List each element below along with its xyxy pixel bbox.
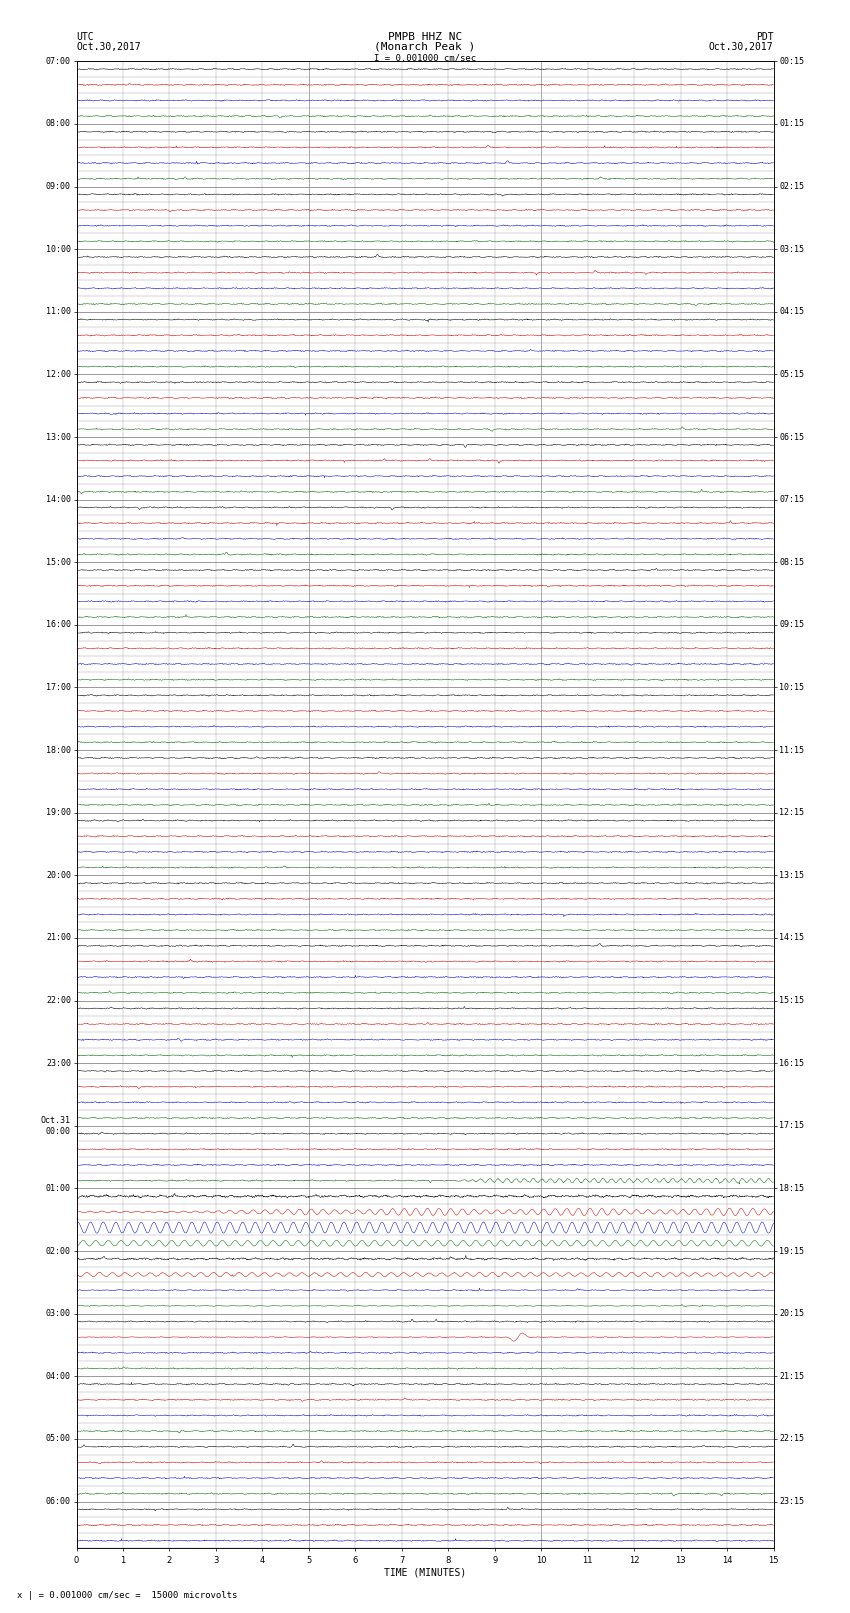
Text: Oct.30,2017: Oct.30,2017 (76, 42, 141, 52)
Text: PDT: PDT (756, 32, 774, 42)
Text: Oct.30,2017: Oct.30,2017 (709, 42, 774, 52)
Text: UTC: UTC (76, 32, 94, 42)
X-axis label: TIME (MINUTES): TIME (MINUTES) (384, 1568, 466, 1578)
Text: I = 0.001000 cm/sec: I = 0.001000 cm/sec (374, 53, 476, 63)
Text: PMPB HHZ NC: PMPB HHZ NC (388, 32, 462, 42)
Text: x | = 0.001000 cm/sec =  15000 microvolts: x | = 0.001000 cm/sec = 15000 microvolts (17, 1590, 237, 1600)
Text: (Monarch Peak ): (Monarch Peak ) (374, 42, 476, 52)
